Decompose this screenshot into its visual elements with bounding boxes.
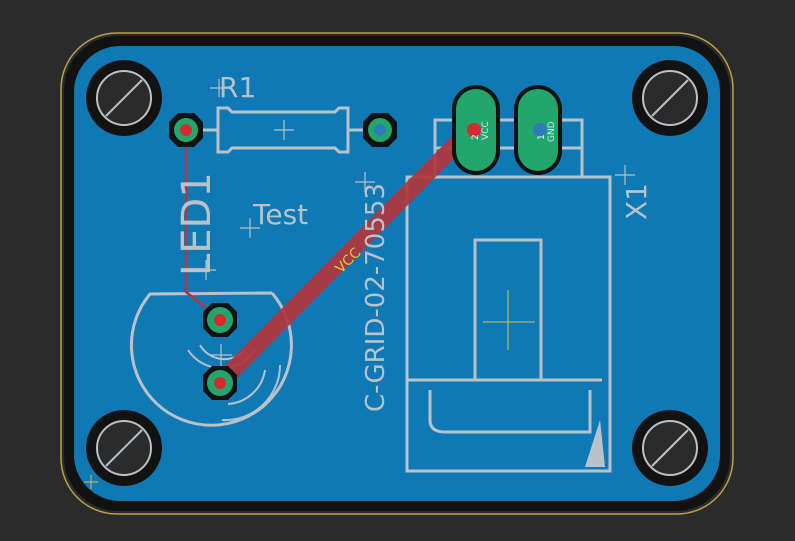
test-label: Test bbox=[252, 198, 308, 231]
x1-pin2-number: 2 bbox=[471, 134, 481, 140]
led1-pad-anode bbox=[203, 303, 237, 337]
led1-designator: LED1 bbox=[174, 172, 220, 276]
vcc-trace bbox=[211, 119, 481, 392]
x1-pad-2 bbox=[452, 85, 500, 175]
x1-pin1-marker bbox=[585, 420, 605, 467]
r1-origin-cross bbox=[274, 120, 294, 140]
board-origin-mark bbox=[84, 475, 98, 489]
r1-pad-1 bbox=[169, 113, 203, 147]
x1-value-label: C-GRID-02-70553 bbox=[361, 183, 391, 412]
r1-pad-2 bbox=[363, 113, 397, 147]
x1-pin2-net: VCC bbox=[481, 121, 491, 140]
copper-pour bbox=[74, 46, 720, 501]
mounting-hole-bottom-right bbox=[632, 410, 708, 486]
x1-designator: X1 bbox=[620, 183, 653, 220]
mounting-hole-bottom-left bbox=[86, 410, 162, 486]
x1-pin1-number: 1 bbox=[537, 134, 547, 140]
origin-crosses bbox=[196, 79, 635, 366]
board-outline bbox=[60, 32, 734, 515]
mounting-hole-top-left bbox=[86, 60, 162, 136]
x1-pad-1 bbox=[514, 85, 562, 175]
led1-pad-cathode bbox=[203, 366, 237, 400]
x1-origin-cross bbox=[483, 290, 535, 350]
x1-pin1-net: GND bbox=[547, 121, 557, 142]
mounting-hole-top-right bbox=[632, 60, 708, 136]
